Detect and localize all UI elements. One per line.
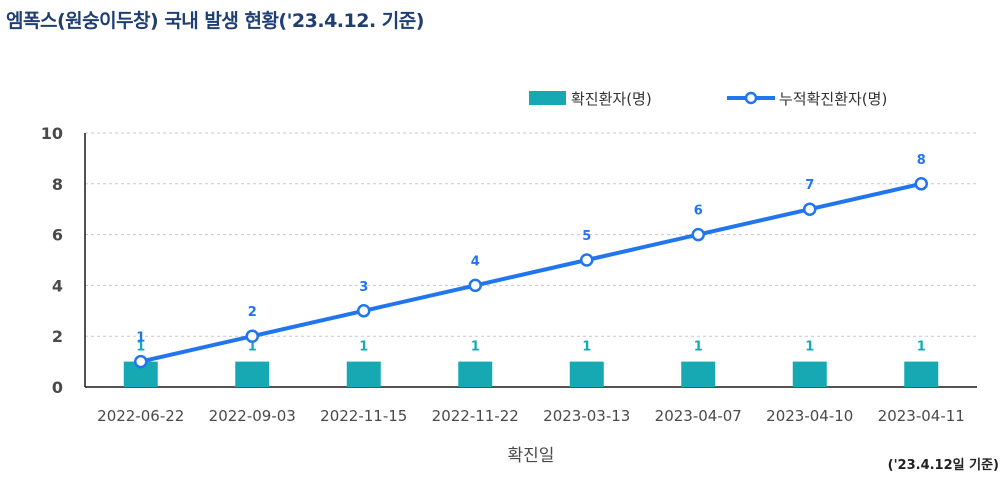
line-point xyxy=(245,329,259,343)
x-tick-label: 2023-04-07 xyxy=(655,407,742,425)
x-tick-label: 2022-11-15 xyxy=(320,407,407,425)
x-tick-label: 2022-06-22 xyxy=(97,407,184,425)
line-data-label: 5 xyxy=(582,229,591,244)
line-point xyxy=(803,202,817,216)
bar-data-label: 1 xyxy=(805,340,814,355)
line-data-label: 8 xyxy=(917,153,926,168)
line-data-label: 6 xyxy=(694,204,703,219)
y-tick-label: 0 xyxy=(52,378,63,397)
bar xyxy=(569,361,604,387)
line-point xyxy=(691,227,705,242)
y-tick-label: 8 xyxy=(52,175,63,194)
x-tick-label: 2022-11-22 xyxy=(432,407,519,425)
series-line xyxy=(140,181,922,364)
line-point xyxy=(580,253,594,267)
bar-data-label: 1 xyxy=(582,340,591,355)
line-point xyxy=(134,354,148,369)
legend-bar-label: 확진환자(명) xyxy=(571,90,652,108)
bar-data-label: 1 xyxy=(136,340,145,355)
bar xyxy=(792,361,827,387)
line-data-label: 7 xyxy=(805,178,814,193)
bar-data-label: 1 xyxy=(694,340,703,355)
x-tick-label: 2023-04-10 xyxy=(766,407,853,425)
y-tick-label: 2 xyxy=(52,327,63,346)
bar xyxy=(235,361,270,387)
bar xyxy=(904,361,939,387)
bar-data-label: 1 xyxy=(248,340,257,355)
bar-data-label: 1 xyxy=(917,340,926,355)
line-data-label: 1 xyxy=(136,331,145,346)
line-data-label: 2 xyxy=(248,305,257,320)
legend-line-marker xyxy=(744,91,758,105)
line-point xyxy=(357,304,371,318)
bar xyxy=(458,361,493,387)
y-tick-label: 4 xyxy=(52,276,63,295)
y-tick-label: 10 xyxy=(41,124,63,143)
legend-line-label: 누적확진환자(명) xyxy=(779,90,887,108)
line-point xyxy=(468,278,482,293)
line-data-label: 4 xyxy=(471,254,480,269)
x-tick-label: 2022-09-03 xyxy=(209,407,296,425)
bar xyxy=(346,361,381,387)
x-tick-label: 2023-04-11 xyxy=(878,407,965,425)
bar-data-label: 1 xyxy=(359,340,368,355)
legend-bar-swatch xyxy=(529,91,566,105)
y-tick-label: 6 xyxy=(52,226,63,245)
x-axis-label: 확진일 xyxy=(508,446,555,466)
bar xyxy=(681,361,716,387)
line-point xyxy=(914,177,928,191)
bar-data-label: 1 xyxy=(471,340,480,355)
x-tick-label: 2023-03-13 xyxy=(543,407,630,425)
line-data-label: 3 xyxy=(359,280,368,295)
footnote: ('23.4.12일 기준) xyxy=(887,458,999,473)
page-title: 엠폭스(원숭이두창) 국내 발생 현황('23.4.12. 기준) xyxy=(6,10,424,32)
